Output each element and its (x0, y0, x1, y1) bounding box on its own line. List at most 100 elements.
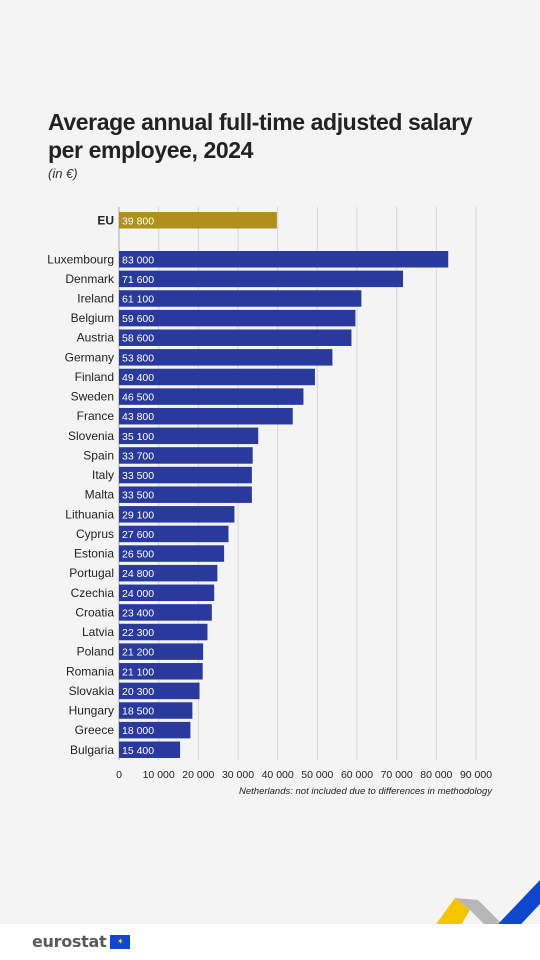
x-tick-label: 60 000 (341, 769, 373, 781)
value-label: 46 500 (122, 392, 154, 404)
category-label: Finland (75, 370, 114, 384)
title-line-2: per employee, 2024 (48, 137, 254, 163)
brand-name: eurostat (32, 932, 107, 951)
x-tick-label: 80 000 (420, 769, 452, 781)
bar (119, 270, 404, 288)
category-label: Germany (65, 350, 114, 364)
eurostat-logo: eurostat ✶ (32, 932, 131, 951)
category-label: Italy (92, 468, 114, 482)
value-label: 49 400 (122, 372, 154, 384)
category-label: Belgium (71, 311, 114, 325)
category-label: Spain (83, 448, 114, 462)
category-label: Greece (75, 723, 115, 737)
value-label: 58 600 (122, 333, 154, 345)
value-label: 21 200 (122, 647, 154, 659)
eu-flag-icon: ✶ (110, 934, 131, 949)
x-tick-label: 20 000 (182, 769, 214, 781)
value-label: 43 800 (122, 411, 154, 423)
value-label: 18 000 (122, 725, 154, 737)
value-label: 33 500 (122, 470, 154, 482)
bar (119, 721, 191, 739)
value-label: 83 000 (122, 254, 154, 266)
value-label: 20 300 (122, 686, 154, 698)
x-tick-label: 90 000 (460, 769, 492, 781)
blue-stroke-shape (492, 880, 540, 938)
value-label: 23 400 (122, 607, 154, 619)
value-label: 71 600 (122, 274, 154, 286)
bar (119, 329, 352, 346)
x-tick-label: 40 000 (262, 769, 294, 781)
bar (119, 388, 304, 405)
value-label: 24 000 (122, 588, 154, 600)
x-tick-label: 50 000 (301, 769, 333, 781)
value-label: 33 700 (122, 450, 154, 462)
bar (119, 486, 252, 503)
x-tick-label: 0 (116, 769, 122, 781)
category-label: Latvia (82, 625, 114, 639)
value-label: 35 100 (122, 431, 154, 443)
value-label: 59 600 (122, 313, 154, 325)
value-label: 18 500 (122, 706, 154, 718)
title-line-1: Average annual full-time adjusted salary (48, 109, 473, 135)
category-label: Sweden (71, 390, 114, 404)
value-label: 29 100 (122, 509, 154, 521)
bar (119, 741, 181, 758)
category-label: Portugal (69, 566, 114, 580)
category-label: Cyprus (76, 527, 114, 541)
category-label: Estonia (74, 547, 114, 561)
category-label: Poland (77, 645, 114, 659)
value-label: 33 500 (122, 490, 154, 502)
footnote: Netherlands: not included due to differe… (239, 786, 492, 797)
bar (119, 702, 193, 719)
bar (119, 682, 200, 700)
bar (119, 584, 215, 602)
category-label: Slovenia (68, 429, 114, 443)
footer-bar: eurostat ✶ (0, 924, 540, 960)
bar (119, 309, 356, 327)
category-label: Lithuania (65, 507, 114, 521)
category-label: Austria (77, 331, 115, 345)
grey-stroke-shape (455, 898, 500, 932)
value-label: 26 500 (122, 549, 154, 561)
bar (119, 564, 218, 582)
category-label: Czechia (71, 586, 115, 600)
value-label: 24 800 (122, 568, 154, 580)
category-label: EU (97, 213, 114, 227)
bar-chart: EU 39 800 Luxembourg 83 000 Denmark 71 600 Ire… (47, 207, 492, 781)
bar (119, 368, 315, 386)
category-label: Croatia (75, 605, 114, 619)
bar (119, 545, 225, 562)
bar (119, 290, 362, 307)
category-label: Romania (66, 664, 114, 678)
value-label: 22 300 (122, 627, 154, 639)
x-tick-label: 70 000 (381, 769, 413, 781)
bar (119, 212, 277, 229)
category-label: France (77, 409, 115, 423)
category-label: Ireland (77, 291, 114, 305)
category-label: Luxembourg (47, 252, 114, 266)
category-label: Denmark (65, 272, 115, 286)
category-label: Malta (85, 488, 115, 502)
bar (119, 623, 208, 641)
unit-label: (in €) (48, 166, 78, 181)
value-label: 61 100 (122, 293, 154, 305)
value-label: 53 800 (122, 352, 154, 364)
bar (119, 349, 333, 366)
value-label: 21 100 (122, 666, 154, 678)
bar (119, 663, 203, 680)
chart-title: Average annual full-time adjusted salary… (48, 108, 518, 164)
bar (119, 506, 235, 523)
bar (119, 525, 229, 543)
bar (119, 447, 253, 464)
category-label: Slovakia (69, 684, 115, 698)
value-label: 15 400 (122, 745, 154, 757)
bar (119, 643, 204, 660)
bar (119, 407, 293, 425)
category-label: Hungary (69, 704, 114, 718)
category-label: Bulgaria (70, 743, 114, 757)
bar (119, 604, 212, 621)
value-label: 39 800 (122, 215, 154, 227)
bar (119, 427, 259, 445)
x-tick-label: 30 000 (222, 769, 254, 781)
bar (119, 466, 252, 484)
